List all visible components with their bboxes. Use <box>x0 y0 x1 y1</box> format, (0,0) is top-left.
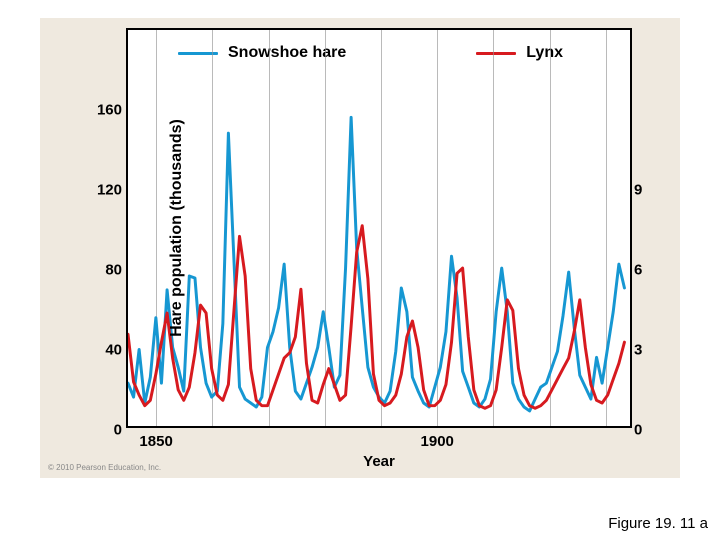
x-tick: 1850 <box>139 433 172 450</box>
y-left-axis-label: Hare population (thousands) <box>168 119 186 337</box>
y-left-tick: 160 <box>88 102 122 119</box>
plot-frame: Snowshoe hare Lynx Hare population (thou… <box>126 28 632 428</box>
y-left-tick: 80 <box>88 262 122 279</box>
y-right-tick: 9 <box>634 182 656 199</box>
y-right-tick: 0 <box>634 422 656 439</box>
series-hare-line <box>128 117 624 411</box>
y-right-tick: 3 <box>634 342 656 359</box>
y-right-tick: 6 <box>634 262 656 279</box>
series-lynx-line <box>128 226 624 409</box>
x-axis-label: Year <box>363 453 395 470</box>
copyright-text: © 2010 Pearson Education, Inc. <box>48 463 161 472</box>
x-tick: 1900 <box>421 433 454 450</box>
y-left-tick: 0 <box>88 422 122 439</box>
y-left-tick: 120 <box>88 182 122 199</box>
plot-svg <box>128 30 630 427</box>
y-left-tick: 40 <box>88 342 122 359</box>
chart-container: Snowshoe hare Lynx Hare population (thou… <box>40 18 680 478</box>
figure-label: Figure 19. 11 a <box>608 515 708 532</box>
